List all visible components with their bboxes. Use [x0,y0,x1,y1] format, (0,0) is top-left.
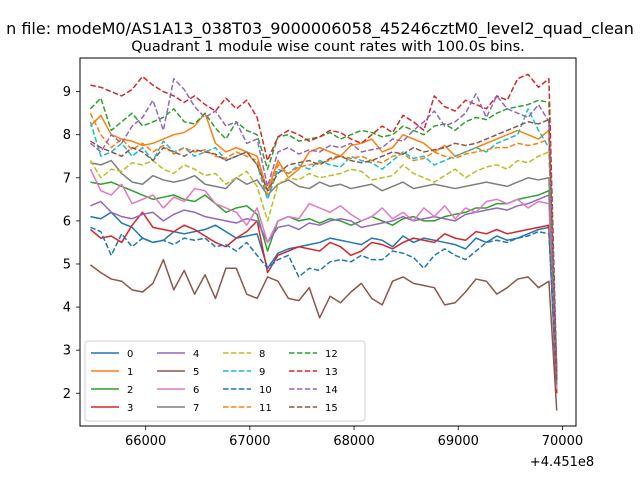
legend-label-9: 9 [259,367,265,378]
series-line-6 [89,168,558,389]
x-tick-label: 70000 [542,434,583,449]
y-tick-label: 5 [63,257,71,272]
series-layer [89,73,558,411]
axes-frame [79,57,577,427]
legend-label-1: 1 [127,367,133,378]
y-tick-label: 8 [63,128,71,143]
x-tick-label: 69000 [438,434,479,449]
series-line-5 [89,258,558,411]
x-axis: 66000 67000 68000 69000 70000 [125,426,583,449]
y-tick-label: 3 [63,344,71,359]
series-line-10 [90,226,558,381]
legend-label-12: 12 [325,349,338,360]
series-line-3 [89,211,558,394]
series-line-7 [90,159,558,385]
series-line-15 [90,118,558,381]
legend-label-8: 8 [259,349,265,360]
chart-title: Quadrant 1 module wise count rates with … [131,39,525,55]
series-line-8 [89,151,558,372]
y-tick-label: 6 [63,214,71,229]
legend-label-10: 10 [259,385,272,396]
legend-label-0: 0 [127,349,133,360]
series-line-1 [89,112,558,372]
x-tick-label: 68000 [333,434,374,449]
legend-label-6: 6 [193,385,199,396]
x-tick-label: 66000 [125,434,166,449]
series-line-9 [89,108,558,377]
legend-label-13: 13 [325,367,338,378]
legend-label-7: 7 [193,403,199,414]
legend-label-3: 3 [127,403,133,414]
y-tick-label: 7 [63,171,71,186]
y-axis: 2 3 4 5 6 7 8 9 [63,85,80,402]
y-tick-label: 9 [63,85,71,100]
legend-label-14: 14 [325,385,338,396]
legend-box [84,340,366,422]
series-line-2 [90,181,558,381]
series-line-0 [90,211,558,394]
legend-label-15: 15 [325,403,338,414]
legend-label-5: 5 [193,367,199,378]
legend-label-11: 11 [259,403,272,414]
series-line-14 [89,77,558,377]
plot-area: 66000 67000 68000 69000 70000 2 3 4 5 6 7 8 9 +4.45… [63,57,594,470]
x-tick-label: 67000 [229,434,270,449]
series-line-4 [90,194,558,385]
legend-label-2: 2 [127,385,133,396]
legend-label-4: 4 [193,349,199,360]
y-tick-label: 4 [63,301,71,316]
y-tick-label: 2 [63,387,71,402]
series-line-12 [89,97,558,381]
x-offset-label: +4.451e8 [530,455,594,470]
figure-suptitle: n file: modeM0/AS1A13_038T03_9000006058_… [6,19,634,39]
